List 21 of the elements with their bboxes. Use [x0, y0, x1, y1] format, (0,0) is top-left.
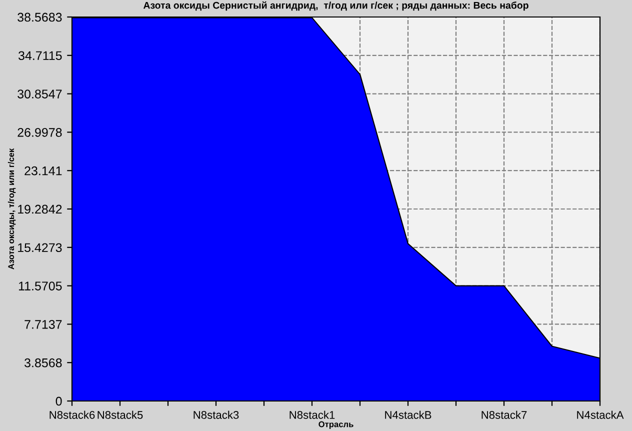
y-tick-label: 26.9978: [18, 128, 62, 137]
y-tick-label: 30.8547: [18, 90, 62, 98]
x-tick-label: N8stack3: [194, 410, 239, 419]
x-tick-label: N8stack1: [290, 410, 335, 419]
y-tick-label: 38.5683: [18, 12, 62, 22]
x-tick-label: N8stack7: [482, 410, 527, 419]
y-tick-label: 34.7115: [18, 51, 62, 60]
y-tick-label: 15.4273: [18, 243, 62, 252]
x-tick-label: N8stack5: [98, 410, 143, 419]
y-tick-label: 3.8568: [24, 358, 62, 368]
y-tick-label: 7.7137: [24, 320, 62, 329]
y-tick-label: 19.2842: [18, 204, 62, 214]
x-tick-label: N4stackA: [577, 410, 624, 419]
chart-title: Азота оксиды Сернистый ангидрид, т/год или г/сек ; ряды данных: Весь набор: [143, 1, 528, 11]
x-tick-label: N4stackB: [385, 410, 432, 419]
y-tick-label: 23.141: [24, 166, 62, 176]
x-tick-label: N8stack6: [50, 410, 95, 419]
x-axis-title: Отрасль: [318, 421, 354, 429]
y-axis-title: Азота оксиды, т/год или г/сек: [8, 148, 16, 270]
y-tick-label: 11.5705: [18, 282, 62, 290]
y-tick-label: 0: [56, 396, 62, 406]
